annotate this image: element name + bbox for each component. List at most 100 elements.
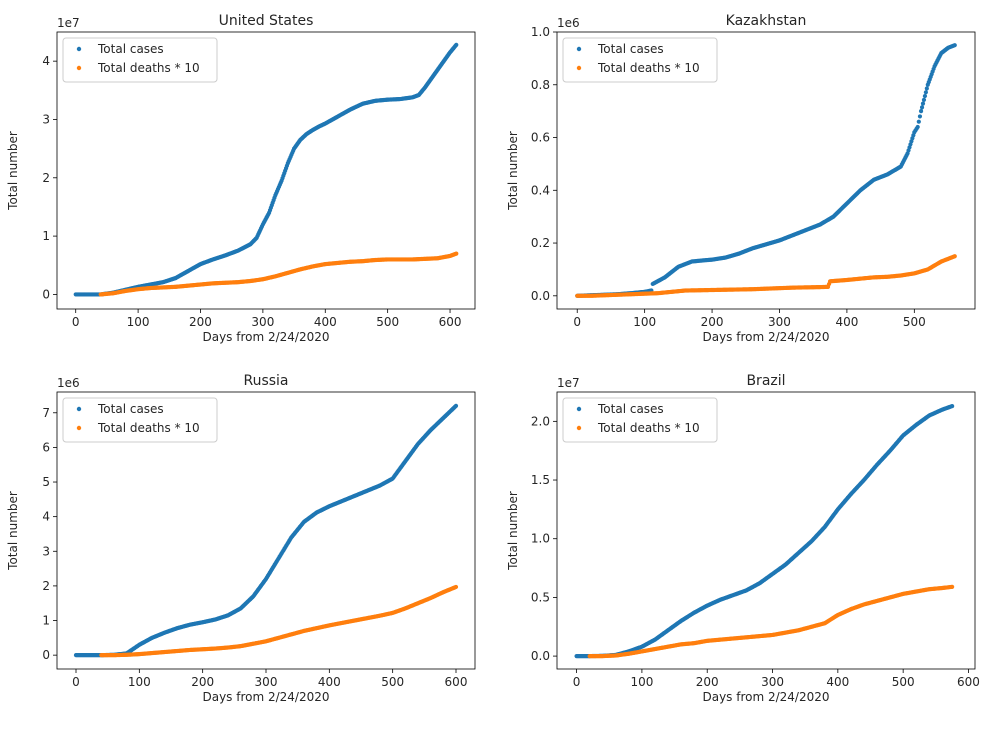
x-axis-label: Days from 2/24/2020 [702,690,829,704]
y-tick-label: 3 [42,112,50,126]
x-tick-label: 0 [72,675,80,689]
data-point [917,114,923,119]
legend-marker [76,425,82,431]
x-tick-label: 200 [696,675,719,689]
chart-panel-0: 0 100 200 300 400 500 600 0 1 2 3 4 1e7 United States… [6,13,476,344]
chart-panel-1: 0 100 200 300 400 500 0.0 0.2 0.4 0.6 0.8 1.0 1e6 Kaz… [506,13,976,344]
legend-label: Total cases [97,402,164,416]
chart-title: Russia [243,373,288,389]
data-point [921,97,927,102]
legend-label: Total deaths * 10 [597,421,700,435]
data-point [916,119,921,124]
data-point [454,251,459,256]
x-tick-label: 600 [445,675,468,689]
legend-marker [576,406,582,412]
data-point [952,43,957,48]
y-tick-label: 2.0 [531,414,550,428]
y-tick-label: 2 [42,171,50,185]
data-point [919,105,925,110]
y-multiplier-label: 1e7 [57,16,80,30]
y-tick-label: 0 [42,287,50,301]
x-tick-label: 0 [573,675,581,689]
chart-title: United States [219,13,314,29]
y-multiplier-label: 1e6 [57,376,80,390]
legend: Total cases Total deaths * 10 [62,37,218,83]
legend-label: Total cases [597,42,664,56]
y-tick-label: 1.0 [531,532,550,546]
y-tick-label: 0.6 [531,131,550,145]
y-multiplier-label: 1e7 [557,376,580,390]
legend-label: Total deaths * 10 [597,61,700,75]
legend-label: Total cases [97,42,164,56]
x-tick-label: 200 [189,315,212,329]
y-axis-label: Total number [506,491,520,571]
legend-marker [576,46,582,52]
y-tick-label: 0.4 [531,183,550,197]
y-tick-label: 7 [42,406,50,420]
series-1 [587,584,955,659]
series-0 [73,42,459,297]
x-tick-label: 0 [72,315,80,329]
x-tick-label: 600 [439,315,462,329]
series-1 [99,584,459,658]
data-point [915,124,920,130]
plot-area [73,42,459,297]
legend: Total cases Total deaths * 10 [62,397,218,443]
data-point [918,109,924,114]
x-tick-label: 400 [835,315,858,329]
y-axis-label: Total number [6,131,20,211]
data-point [950,584,955,589]
x-tick-label: 300 [255,675,278,689]
legend-marker [576,425,582,431]
y-tick-label: 0.5 [531,590,550,604]
plot-area [73,403,459,658]
x-tick-label: 100 [127,315,150,329]
legend-marker [576,65,582,71]
x-axis-label: Days from 2/24/2020 [702,330,829,344]
y-tick-label: 0.8 [531,78,550,92]
series-0 [73,403,459,658]
data-point [923,90,928,95]
legend: Total cases Total deaths * 10 [562,37,718,83]
legend-label: Total deaths * 10 [97,421,200,435]
legend-marker [76,65,82,71]
x-tick-label: 300 [251,315,274,329]
x-tick-label: 100 [128,675,151,689]
y-tick-label: 0.0 [531,649,550,663]
data-point [952,254,957,259]
x-tick-label: 100 [630,675,653,689]
y-tick-label: 2 [42,579,50,593]
data-point [920,101,926,106]
legend-marker [76,406,82,412]
y-tick-label: 1 [42,614,50,628]
y-tick-label: 6 [42,440,50,454]
y-axis-label: Total number [6,491,20,571]
series-1 [98,251,459,297]
x-tick-label: 600 [957,675,980,689]
legend-box [562,37,718,83]
y-tick-label: 4 [42,54,50,68]
axes-frame [556,31,976,310]
legend: Total cases Total deaths * 10 [562,397,718,443]
x-tick-label: 0 [573,315,581,329]
legend-box [62,37,218,83]
y-tick-label: 5 [42,475,50,489]
legend-label: Total deaths * 10 [97,61,200,75]
data-point [453,584,459,590]
y-tick-label: 0.2 [531,236,550,250]
plot-area [574,403,955,659]
x-tick-label: 500 [376,315,399,329]
y-tick-label: 1.0 [531,25,550,39]
chart-panel-3: 0 100 200 300 400 500 600 0.0 0.5 1.0 1.5 2.0 1e7 Bra… [506,373,980,704]
x-tick-label: 400 [826,675,849,689]
y-tick-label: 0 [42,648,50,662]
data-point [922,93,928,99]
data-point [453,403,459,408]
axes-frame [56,31,476,310]
x-tick-label: 500 [892,675,915,689]
legend-label: Total cases [597,402,664,416]
y-tick-label: 4 [42,510,50,524]
y-tick-label: 1 [42,229,50,243]
x-axis-label: Days from 2/24/2020 [202,330,329,344]
